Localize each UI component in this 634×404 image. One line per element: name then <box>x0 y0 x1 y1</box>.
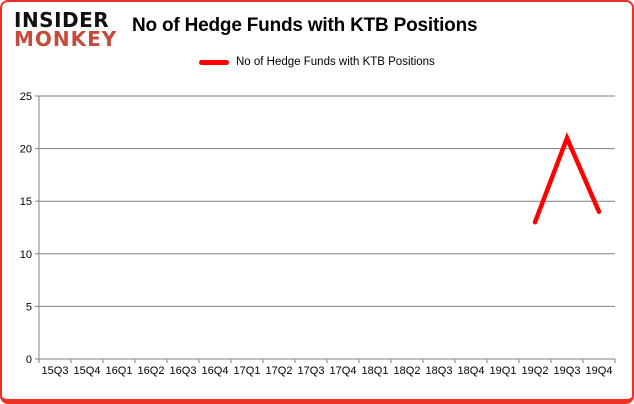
x-axis-label: 18Q4 <box>458 365 485 377</box>
x-axis-label: 19Q1 <box>490 365 517 377</box>
x-axis-label: 18Q2 <box>394 365 421 377</box>
chart-title: No of Hedge Funds with KTB Positions <box>132 15 478 36</box>
y-axis-label: 15 <box>20 196 32 208</box>
x-axis-label: 16Q2 <box>138 365 165 377</box>
x-axis-label: 18Q3 <box>426 365 453 377</box>
series-line <box>532 132 602 225</box>
y-axis-label: 0 <box>26 354 32 366</box>
x-axis-label: 16Q4 <box>202 365 229 377</box>
x-axis-label: 18Q1 <box>362 365 389 377</box>
x-axis-label: 15Q3 <box>42 365 69 377</box>
x-axis-label: 16Q3 <box>170 365 197 377</box>
x-axis-label: 17Q1 <box>234 365 261 377</box>
y-axis-label: 20 <box>20 144 32 156</box>
y-axis-label: 5 <box>26 301 32 313</box>
insider-monkey-logo: INSIDER MONKEY <box>14 8 118 51</box>
x-axis-label: 17Q3 <box>298 365 325 377</box>
x-axis-label: 16Q1 <box>106 365 133 377</box>
x-axis-label: 19Q4 <box>586 365 613 377</box>
x-axis-label: 15Q4 <box>74 365 101 377</box>
logo-text-monkey: MONKEY <box>14 27 118 51</box>
y-axis-label: 25 <box>20 91 32 103</box>
logo-text-insider: INSIDER <box>14 8 110 32</box>
legend: No of Hedge Funds with KTB Positions <box>199 56 435 68</box>
x-axis-label: 19Q3 <box>554 365 581 377</box>
legend-label: No of Hedge Funds with KTB Positions <box>236 56 435 68</box>
x-axis-label: 17Q2 <box>266 365 293 377</box>
x-axis-label: 19Q2 <box>522 365 549 377</box>
y-axis-label: 10 <box>20 249 32 261</box>
x-axis-label: 17Q4 <box>330 365 357 377</box>
legend-line-swatch <box>199 59 229 65</box>
